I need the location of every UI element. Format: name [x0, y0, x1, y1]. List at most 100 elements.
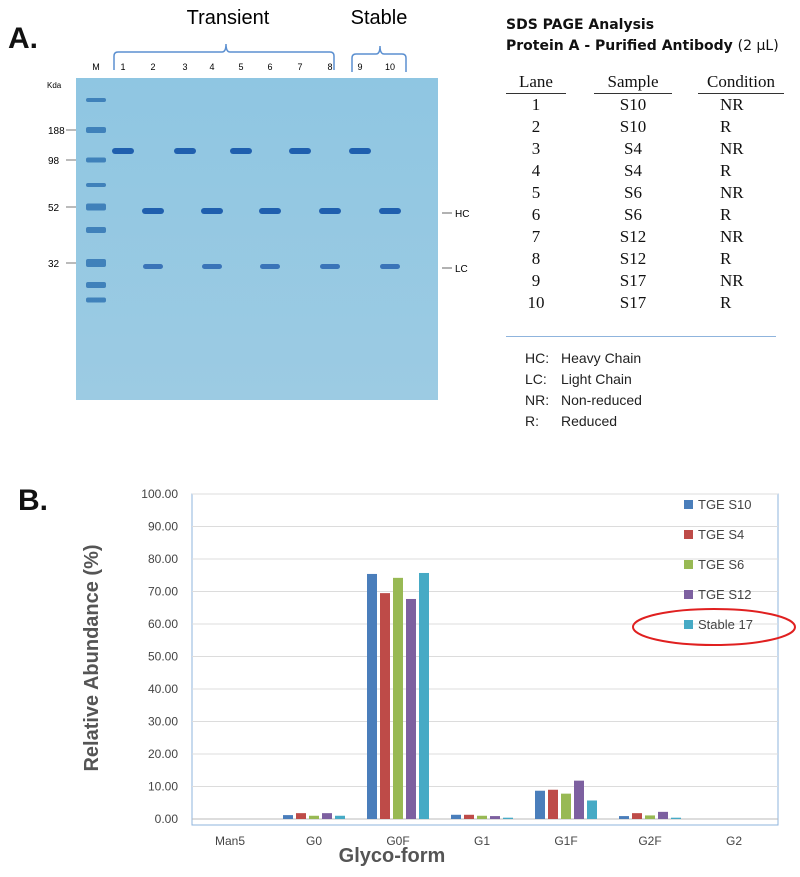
lane-label: 8 — [327, 62, 332, 72]
marker-label: 188 — [48, 126, 65, 137]
lane-label: 1 — [120, 62, 125, 72]
x-tick-label: G1F — [554, 834, 577, 848]
cell-condition: NR — [720, 183, 744, 202]
band-heavy-chain — [319, 208, 341, 214]
marker-band — [86, 297, 106, 303]
key-abbrev: R: — [525, 413, 539, 429]
bar-tge-s10-g1 — [451, 814, 461, 819]
cell-lane: 10 — [527, 293, 545, 312]
bar-tge-s6-g1f — [561, 793, 571, 819]
band-nonreduced — [112, 148, 134, 154]
cell-condition: R — [720, 205, 732, 224]
header-condition: Condition — [698, 72, 784, 94]
lane-label: 4 — [209, 62, 214, 72]
cell-lane: 7 — [531, 227, 541, 246]
x-tick-label: G2 — [726, 834, 742, 848]
band-light-chain — [320, 264, 340, 269]
key-abbrev: NR: — [525, 392, 550, 408]
header-lane: Lane — [506, 72, 566, 94]
bar-stable-17-g2f — [671, 817, 681, 819]
lane-label: 3 — [182, 62, 187, 72]
legend-swatch — [684, 500, 693, 509]
header-sample: Sample — [594, 72, 672, 94]
marker-label: 98 — [48, 156, 60, 167]
cell-sample: S6 — [624, 205, 642, 224]
gel-subtitle: Protein A - Purified Antibody (2 µL) — [506, 38, 779, 54]
cell-sample: S17 — [619, 293, 647, 312]
band-nonreduced — [174, 148, 196, 154]
key-abbrev: LC: — [525, 371, 547, 387]
legend-swatch — [684, 560, 693, 569]
bar-stable-17-g0 — [335, 815, 345, 819]
table-row: 10 S17 R — [506, 292, 784, 314]
legend-label: TGE S4 — [698, 527, 744, 542]
band-heavy-chain — [379, 208, 401, 214]
marker-band — [86, 157, 106, 163]
cell-lane: 4 — [531, 161, 541, 180]
bar-tge-s10-g1f — [535, 790, 545, 819]
divider — [506, 336, 776, 337]
key-item: LC: Light Chain — [525, 369, 642, 390]
cell-condition: R — [720, 161, 732, 180]
marker-band — [86, 282, 106, 288]
band-nonreduced — [230, 148, 252, 154]
band-light-chain — [380, 264, 400, 269]
key-meaning: Heavy Chain — [561, 350, 642, 366]
cell-lane: 8 — [531, 249, 541, 268]
group-label-transient: Transient — [187, 7, 270, 29]
cell-sample: S4 — [624, 139, 642, 158]
cell-condition: NR — [720, 95, 744, 114]
lane-label: 2 — [150, 62, 155, 72]
panel-b-label: B. — [18, 484, 48, 517]
table-row: 6 S6 R — [506, 204, 784, 226]
legend-swatch — [684, 590, 693, 599]
bar-tge-s6-g2f — [645, 815, 655, 819]
cell-sample: S12 — [619, 249, 647, 268]
cell-condition: R — [720, 249, 732, 268]
table-row: 9 S17 NR — [506, 270, 784, 292]
cell-sample: S10 — [619, 117, 647, 136]
cell-condition: NR — [720, 271, 744, 290]
y-tick-label: 70.00 — [148, 585, 178, 599]
lane-label: 10 — [385, 62, 395, 72]
bar-tge-s6-g1 — [477, 815, 487, 819]
y-tick-label: 20.00 — [148, 747, 178, 761]
marker-band — [86, 98, 106, 102]
lane-label: M — [92, 62, 100, 72]
y-tick-label: 90.00 — [148, 520, 178, 534]
bar-tge-s4-g1f — [548, 789, 558, 819]
bar-tge-s12-g1f — [574, 780, 584, 819]
marker-band — [86, 127, 106, 133]
transient-bracket — [113, 43, 335, 70]
y-tick-label: 10.00 — [148, 780, 178, 794]
band-nonreduced — [349, 148, 371, 154]
band-heavy-chain — [201, 208, 223, 214]
y-tick-label: 80.00 — [148, 552, 178, 566]
cell-sample: S4 — [624, 161, 642, 180]
gel-title: SDS PAGE Analysis — [506, 17, 655, 33]
hc-label: HC — [455, 209, 469, 220]
highlight-ellipse — [632, 608, 796, 646]
sds-page-gel: Transient Stable M 1 2 3 4 5 6 7 8 9 10 Kda 188 98 5… — [47, 7, 469, 400]
x-tick-label: G0F — [386, 834, 409, 848]
y-tick-label: 100.00 — [141, 487, 178, 501]
cell-condition: R — [720, 117, 732, 136]
table-row: 1 S10 NR — [506, 94, 784, 117]
legend-swatch — [684, 620, 693, 629]
legend-label: TGE S10 — [698, 497, 751, 512]
lane-label: 5 — [238, 62, 243, 72]
band-light-chain — [260, 264, 280, 269]
cell-lane: 6 — [531, 205, 541, 224]
x-axis-label: Glyco-form — [339, 845, 446, 867]
bar-tge-s12-g0 — [322, 813, 332, 819]
glycoform-bar-chart: 0.00 10.00 20.00 30.00 40.00 50.00 60.00 70.00 8… — [81, 487, 796, 867]
x-tick-label: G0 — [306, 834, 322, 848]
y-tick-label: 40.00 — [148, 682, 178, 696]
panel-a-label: A. — [8, 22, 38, 55]
band-light-chain — [202, 264, 222, 269]
table-row: 3 S4 NR — [506, 138, 784, 160]
lane-label: 7 — [297, 62, 302, 72]
bar-tge-s12-g2f — [658, 811, 668, 819]
key-item: HC: Heavy Chain — [525, 348, 642, 369]
abbreviation-key: HC: Heavy Chain LC: Light Chain NR: Non-reduc… — [525, 348, 642, 432]
